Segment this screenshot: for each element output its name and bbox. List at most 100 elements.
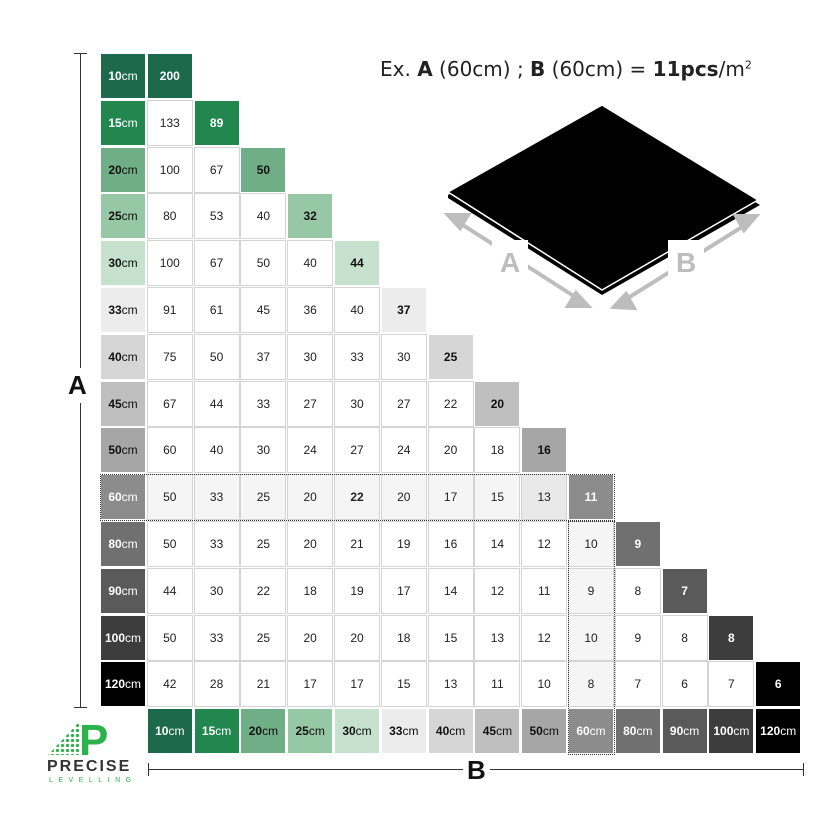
value-cell: 10: [568, 614, 614, 661]
value-cell: 27: [334, 427, 380, 474]
value-cell: 200: [146, 53, 193, 99]
size-unit: cm: [496, 724, 513, 739]
value-cell: 20: [427, 427, 474, 474]
value-cell: 25: [427, 333, 474, 380]
value-cell: 44: [334, 240, 380, 287]
tile-illustration: A B: [443, 104, 761, 311]
size-value: 50: [529, 724, 543, 739]
value-cell: 11: [474, 661, 521, 708]
value-cell: 6: [661, 661, 708, 708]
value-cell: 67: [146, 380, 193, 427]
value-cell: 10: [521, 661, 568, 708]
value-cell: 11: [521, 567, 568, 614]
example-exponent: 2: [744, 58, 752, 72]
value-cell: 7: [708, 661, 755, 708]
size-value: 100: [104, 630, 126, 645]
size-value: 25: [108, 209, 122, 224]
size-value: 120: [760, 724, 781, 739]
value-cell: 15: [427, 614, 474, 661]
size-unit: cm: [355, 724, 372, 739]
value-cell: 44: [146, 567, 193, 614]
column-header-80cm: 80 cm: [614, 708, 661, 755]
row-header-30cm: 30 cm: [100, 240, 146, 287]
value-cell: 75: [146, 333, 193, 380]
value-cell: 30: [334, 380, 380, 427]
value-cell: 13: [521, 474, 568, 521]
size-unit: cm: [121, 256, 138, 271]
value-cell: 8: [614, 567, 661, 614]
column-header-15cm: 15 cm: [193, 708, 240, 755]
value-cell: 17: [380, 567, 427, 614]
value-cell: 17: [427, 474, 474, 521]
value-cell: 17: [287, 661, 334, 708]
value-cell: 36: [287, 287, 334, 333]
axis-b-label: B: [463, 755, 490, 786]
value-cell: 8: [708, 614, 755, 661]
example-a-size: (60cm) ;: [439, 57, 524, 81]
value-cell: 19: [380, 521, 427, 567]
size-unit: cm: [215, 724, 232, 739]
arrow-b-head-left: [609, 290, 638, 311]
value-cell: 22: [334, 474, 380, 521]
row-header-33cm: 33 cm: [100, 287, 146, 333]
size-value: 90: [669, 724, 684, 739]
column-header-25cm: 25 cm: [287, 708, 334, 755]
value-cell: 100: [146, 240, 193, 287]
value-cell: 50: [240, 240, 287, 287]
value-cell: 27: [380, 380, 427, 427]
value-cell: 16: [427, 521, 474, 567]
value-cell: 40: [334, 287, 380, 333]
size-unit: cm: [308, 724, 325, 739]
size-value: 60: [108, 490, 122, 505]
example-result: 11pcs: [652, 57, 719, 81]
arrow-a-head-right: [564, 289, 593, 308]
logo: P PRECISE LEVELLING: [45, 718, 140, 788]
size-value: 15: [108, 115, 122, 130]
value-cell: 10: [568, 521, 614, 567]
value-cell: 30: [287, 333, 334, 380]
value-cell: 50: [240, 146, 287, 193]
size-value: 40: [435, 724, 450, 739]
size-unit: cm: [262, 724, 279, 739]
column-header-40cm: 40 cm: [427, 708, 474, 755]
size-value: 40: [108, 349, 122, 364]
row-header-20cm: 20 cm: [100, 146, 146, 193]
size-value: 80: [108, 537, 122, 551]
value-cell: 60: [146, 427, 193, 474]
value-cell: 50: [146, 521, 193, 567]
column-header-10cm: 10 cm: [146, 708, 193, 755]
tile-label-a: A: [500, 247, 520, 278]
value-cell: 25: [240, 474, 287, 521]
example-unit: /m: [718, 57, 745, 81]
value-cell: 16: [521, 427, 568, 474]
value-cell: 37: [240, 333, 287, 380]
value-cell: 20: [287, 614, 334, 661]
value-cell: 18: [287, 567, 334, 614]
size-unit: cm: [780, 724, 797, 739]
size-value: 30: [108, 256, 122, 271]
value-cell: 100: [146, 146, 193, 193]
value-cell: 12: [521, 521, 568, 567]
size-value: 45: [482, 724, 497, 739]
size-unit: cm: [121, 490, 138, 505]
size-value: 15: [201, 724, 216, 739]
value-cell: 50: [146, 474, 193, 521]
row-header-10cm: 10 cm: [100, 53, 146, 99]
value-cell: 17: [334, 661, 380, 708]
size-value: 10: [155, 724, 169, 739]
svg-text:P: P: [79, 718, 108, 760]
size-value: 120: [104, 677, 126, 692]
value-cell: 40: [193, 427, 240, 474]
column-header-45cm: 45 cm: [474, 708, 521, 755]
value-cell: 9: [614, 521, 661, 567]
value-cell: 13: [474, 614, 521, 661]
size-unit: cm: [121, 349, 138, 364]
value-cell: 11: [568, 474, 614, 521]
value-cell: 80: [146, 193, 193, 240]
size-value: 33: [108, 303, 122, 317]
size-unit: cm: [121, 583, 138, 598]
value-cell: 7: [614, 661, 661, 708]
size-unit: cm: [589, 724, 606, 739]
value-cell: 20: [287, 521, 334, 567]
